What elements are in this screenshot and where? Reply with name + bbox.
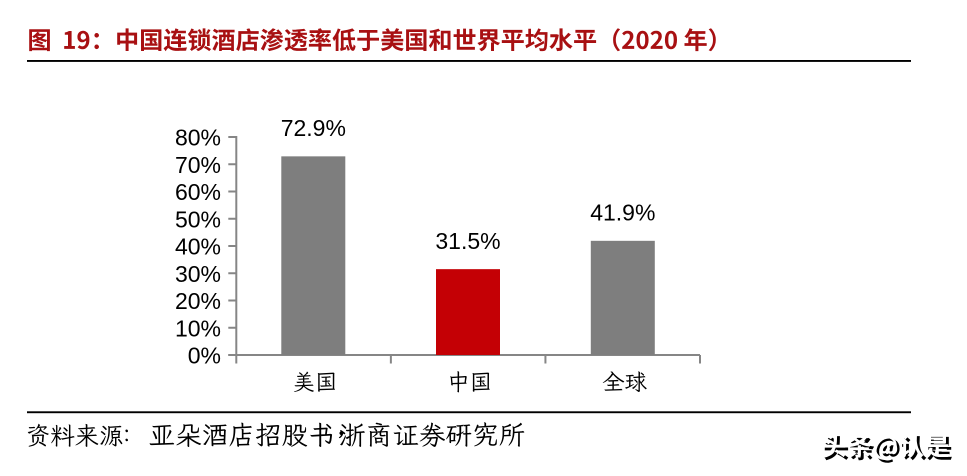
svg-text:60%: 60% — [175, 179, 221, 205]
svg-text:72.9%: 72.9% — [281, 115, 346, 141]
svg-text:50%: 50% — [175, 206, 221, 232]
svg-text:80%: 80% — [175, 125, 221, 151]
svg-text:31.5%: 31.5% — [435, 228, 500, 254]
svg-text:0%: 0% — [188, 343, 221, 369]
svg-text:20%: 20% — [175, 288, 221, 314]
svg-text:40%: 40% — [175, 234, 221, 260]
svg-text:70%: 70% — [175, 152, 221, 178]
svg-text:30%: 30% — [175, 261, 221, 287]
svg-text:41.9%: 41.9% — [590, 200, 655, 226]
svg-text:10%: 10% — [175, 315, 221, 341]
